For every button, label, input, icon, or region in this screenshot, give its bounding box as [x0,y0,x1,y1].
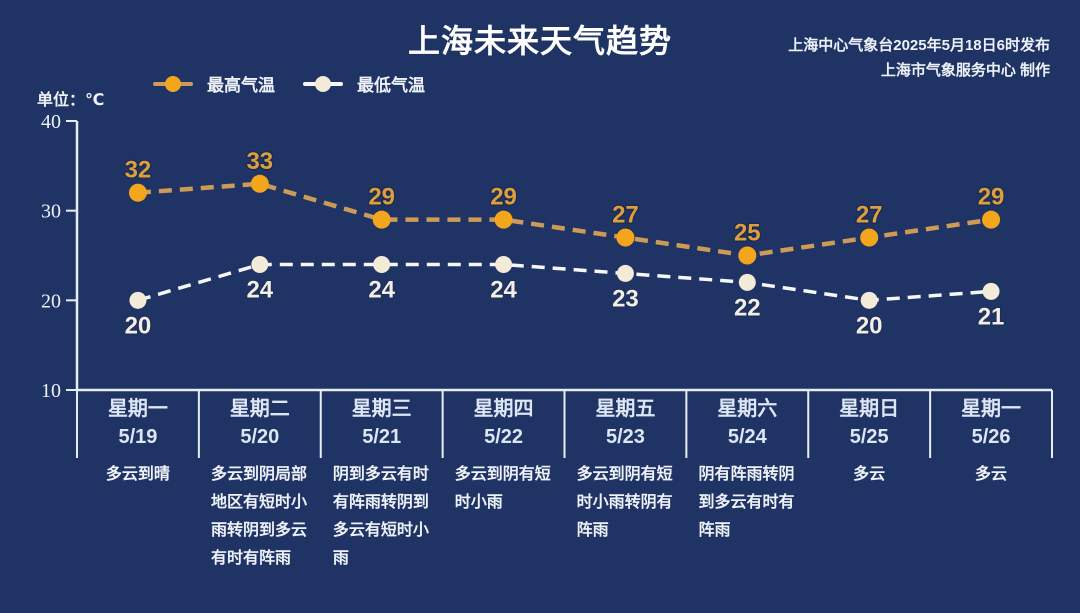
max-temp-value-label: 27 [856,202,883,229]
legend-label: 最高气温 [207,76,275,95]
day-name: 星期一 [107,398,168,420]
min-temp-value-label: 24 [246,276,273,303]
day-date: 5/22 [484,426,524,448]
day-column-2: 星期二 5/20 多云到阴局部地区有短时小雨转阴到多云有时有阵雨 [199,397,321,573]
max-temp-marker [372,210,391,229]
max-temp-marker [982,210,1001,229]
min-temp-marker [616,264,634,282]
day-date: 5/25 [849,426,889,448]
day-name: 星期六 [717,398,778,420]
y-tick-label: 30 [41,201,61,223]
issuer-line-1: 上海中心气象台2025年5月18日6时发布 [788,37,1050,54]
min-temp-value-label: 24 [368,276,395,303]
chart-legend: 最高气温 最低气温 [153,71,453,96]
max-temp-value-label: 32 [125,157,152,184]
max-temp-value-label: 27 [612,202,639,229]
day-column-1: 星期一 5/19 多云到晴 [77,397,199,573]
y-tick-label: 10 [41,380,61,402]
min-temp-marker [982,282,1000,300]
min-temp-value-label: 22 [734,294,761,321]
weather-description: 多云到阴有短时小雨 [454,466,551,511]
max-temp-marker [250,174,269,193]
day-date: 5/20 [240,426,280,448]
max-temp-value-label: 25 [734,220,761,247]
weather-description: 多云到阴局部地区有短时小雨转阴到多云有时有阵雨 [211,466,308,567]
max-temp-line [137,181,992,258]
issuer-info: 上海中心气象台2025年5月18日6时发布 上海市气象服务中心 制作 [788,33,1050,83]
day-date: 5/23 [605,426,645,448]
day-name: 星期二 [229,398,290,420]
page-title: 上海未来天气趋势 [407,23,672,59]
max-temp-value-label: 33 [246,148,273,175]
weather-description: 阴到多云有时有阵雨转阴到多云有短时小雨 [332,466,429,567]
day-date: 5/19 [118,426,158,448]
legend-marker-dot [315,75,331,92]
weather-description: 多云到阴有短时小雨转阴有阵雨 [576,466,673,539]
legend-label: 最低气温 [357,76,425,95]
min-temp-marker [495,255,513,273]
day-column-5: 星期五 5/23 多云到阴有短时小雨转阴有阵雨 [565,397,687,573]
min-temp-value-label: 20 [856,312,883,339]
day-date: 5/24 [727,426,767,448]
y-tick-label: 40 [41,111,61,133]
weather-description: 阴有阵雨转阴到多云有时有阵雨 [698,466,795,539]
day-column-3: 星期三 5/21 阴到多云有时有阵雨转阴到多云有短时小雨 [321,397,443,573]
min-temp-value-label: 23 [612,285,639,312]
day-column-7: 星期日 5/25 多云 [808,397,930,573]
day-column-6: 星期六 5/24 阴有阵雨转阴到多云有时有阵雨 [686,397,808,573]
max-temp-value-label: 29 [978,184,1005,211]
max-temp-marker [616,228,635,247]
day-date: 5/26 [971,426,1011,448]
min-temp-marker [860,291,878,309]
weather-description: 多云 [853,466,886,483]
max-temp-value-label: 29 [368,184,395,211]
min-temp-value-label: 21 [978,303,1005,330]
max-temp-marker [494,210,513,229]
day-name: 星期三 [351,398,412,420]
max-temp-marker [860,228,879,247]
day-name: 星期五 [595,398,656,420]
min-temp-marker [738,273,756,291]
weather-description: 多云 [975,466,1008,483]
max-temp-marker [738,246,757,265]
min-temp-value-label: 20 [125,312,152,339]
legend-line [153,75,193,92]
issuer-line-2: 上海市气象服务中心 制作 [880,62,1050,79]
y-tick-label: 20 [41,290,61,312]
legend-line [303,75,343,92]
weather-description: 多云到晴 [105,466,170,483]
day-name: 星期日 [839,398,900,420]
unit-label: 单位：℃ [37,92,105,109]
day-column-8: 星期一 5/26 多云 [930,397,1052,573]
x-axis-day-columns: 星期一 5/19 多云到晴 星期二 5/20 多云到阴局部地区有短时小雨转阴到多云有时有阵… [77,397,1052,573]
day-name: 星期四 [473,398,534,420]
day-date: 5/21 [362,426,402,448]
day-name: 星期一 [961,398,1022,420]
min-temp-marker [373,255,391,273]
min-temp-line [137,262,992,303]
min-temp-marker [129,291,147,309]
max-temp-marker [128,183,147,202]
min-temp-value-label: 24 [490,276,517,303]
min-temp-marker [251,255,269,273]
legend-item-min-temp: 最低气温 [303,71,425,96]
legend-item-max-temp: 最高气温 [153,71,275,96]
legend-marker-dot [165,75,181,92]
day-column-4: 星期四 5/22 多云到阴有短时小雨 [443,397,565,573]
max-temp-value-label: 29 [490,184,517,211]
